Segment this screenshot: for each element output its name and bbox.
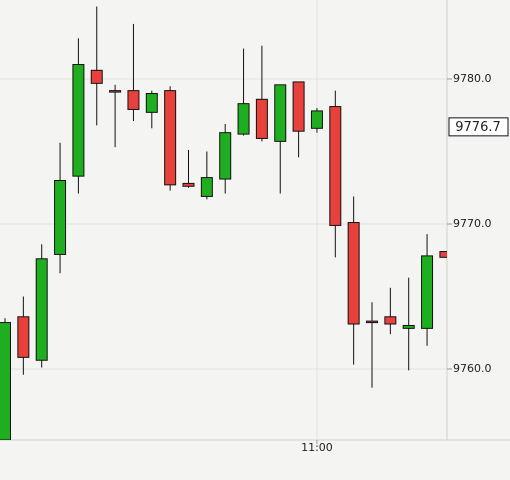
candle-body <box>35 258 48 361</box>
y-tick-label: 9780.0 <box>453 72 492 85</box>
candle-body <box>219 132 232 180</box>
candle-body <box>292 81 305 132</box>
x-tick-label: 11:00 <box>301 441 333 454</box>
candle-body <box>109 90 122 93</box>
candle-body <box>237 103 250 135</box>
candle-body <box>310 110 323 129</box>
candle-body <box>90 69 103 84</box>
candle-body <box>17 316 30 358</box>
candle-body <box>255 98 268 139</box>
current-price-box <box>448 117 509 137</box>
candle-body <box>0 322 11 440</box>
candle-body <box>54 179 67 255</box>
candle-body <box>439 251 447 258</box>
candle-body <box>402 324 415 329</box>
candle-body <box>200 177 213 197</box>
candle-body <box>127 90 140 110</box>
candle-body <box>182 182 195 187</box>
candle-body <box>145 93 158 113</box>
candle-body <box>421 255 434 329</box>
candle-body <box>164 90 177 186</box>
candle-body <box>72 64 85 177</box>
current-price-label: 9776.7 <box>455 120 501 135</box>
grid <box>0 0 447 440</box>
y-tick-label: 9760.0 <box>453 362 492 375</box>
axis: 9760.0 9770.0 9780.0 11:00 9776.7 <box>301 72 509 454</box>
candle-body <box>274 84 287 142</box>
candle-body <box>366 320 378 324</box>
y-tick-label: 9770.0 <box>453 217 492 230</box>
candle-body <box>329 106 342 226</box>
candle-body <box>384 316 397 325</box>
candle-body <box>347 222 360 325</box>
plot-area <box>0 6 447 440</box>
